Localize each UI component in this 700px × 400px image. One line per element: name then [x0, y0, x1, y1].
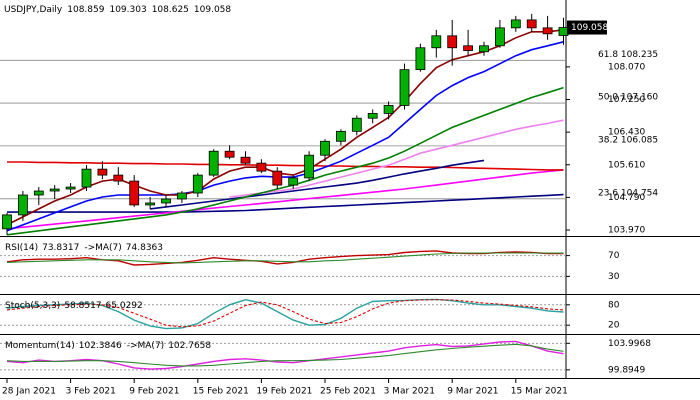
candle-body — [415, 47, 426, 71]
indicator-line — [229, 119, 564, 198]
candle-body — [129, 180, 140, 206]
x-tick-label: 19 Feb 2021 — [256, 387, 312, 397]
candle-body — [65, 186, 76, 190]
fibonacci-label: 23.6 104.754 — [598, 188, 658, 198]
candle-body — [240, 156, 251, 164]
ohlc-value: 108.625 — [152, 5, 189, 15]
indicator-line — [6, 169, 564, 230]
y-tick-label: 104.790 — [608, 193, 645, 203]
ohlc-value: 109.303 — [109, 5, 146, 15]
y-tick-label: 103.9968 — [608, 339, 651, 349]
candle-body — [351, 117, 362, 132]
candle-body — [447, 35, 458, 49]
indicator-line — [7, 193, 564, 213]
x-tick-label: 15 Mar 2021 — [511, 387, 568, 397]
y-tick-label: 105.610 — [608, 160, 645, 170]
indicator-line — [6, 343, 564, 367]
indicator-name: ->MA(7) — [127, 341, 164, 351]
x-tick-label: 28 Jan 2021 — [2, 387, 56, 397]
y-tick-label: 80 — [608, 300, 620, 310]
candle-body — [33, 190, 44, 196]
indicator-header: RSI(14) 73.8317 ->MA(7) 74.8363 — [5, 243, 163, 253]
y-tick-label: 107.250 — [608, 95, 645, 105]
candle-body — [479, 45, 489, 53]
indicator-line — [150, 159, 485, 210]
candle-body — [494, 27, 505, 47]
candle-body — [256, 162, 267, 172]
candle-body — [192, 174, 203, 194]
candle-body — [431, 35, 442, 49]
candle-body — [145, 202, 156, 206]
candle-body — [272, 170, 283, 186]
candle-body — [542, 27, 553, 35]
x-tick-label: 3 Feb 2021 — [66, 387, 116, 397]
x-tick-label: 9 Feb 2021 — [129, 387, 179, 397]
y-tick-label: 30 — [608, 272, 620, 282]
indicator-line — [6, 41, 564, 232]
candle-body — [113, 174, 124, 182]
candle-body — [383, 105, 394, 114]
y-tick-label: 103.970 — [608, 226, 645, 236]
indicator-value: 65.0292 — [106, 301, 143, 311]
indicator-value: 73.8317 — [42, 243, 79, 253]
indicator-line — [6, 252, 564, 264]
indicator-line — [6, 299, 564, 328]
indicator-name: Momentum(14) — [5, 341, 75, 351]
candle-body — [224, 150, 235, 158]
candle-body — [208, 150, 219, 176]
indicator-name: Stoch(5,3,3) — [5, 301, 60, 311]
candle-body — [304, 154, 315, 179]
symbol-title: USDJPY,Daily — [4, 5, 63, 15]
indicator-name: RSI(14) — [5, 243, 38, 253]
chart-header: USDJPY,Daily 108.859 109.303 108.625 109.058 — [4, 5, 231, 15]
candle-body — [558, 27, 569, 36]
candle-body — [161, 198, 171, 204]
candle-body — [399, 69, 410, 106]
x-tick-label: 3 Mar 2021 — [384, 387, 435, 397]
candle-body — [49, 188, 60, 192]
indicator-value: 58.8517 — [64, 301, 101, 311]
indicator-line — [6, 86, 564, 236]
candle-body — [288, 177, 299, 186]
indicator-line — [7, 161, 564, 171]
fibonacci-label: 50.0 107.160 — [598, 93, 658, 103]
candle-body — [2, 214, 12, 230]
indicator-line — [6, 298, 564, 330]
candle-body — [97, 168, 108, 176]
candle-body — [335, 130, 346, 142]
candle-body — [176, 192, 187, 200]
y-tick-label: 106.430 — [608, 128, 645, 138]
fibonacci-label: 61.8 108.235 — [598, 50, 658, 60]
y-tick-label: 20 — [608, 321, 620, 331]
y-tick-label: 99.8949 — [608, 365, 645, 375]
fibonacci-label: 38.2 106.085 — [598, 135, 658, 145]
candle-body — [81, 168, 92, 188]
indicator-value: 74.8363 — [126, 243, 163, 253]
indicator-header: Stoch(5,3,3) 58.8517 65.0292 — [5, 301, 143, 311]
candle-body — [367, 113, 378, 119]
indicator-name: ->MA(7) — [84, 243, 121, 253]
indicator-line — [6, 29, 564, 226]
indicator-value: 102.7658 — [168, 341, 211, 351]
price-marker — [567, 20, 607, 35]
ohlc-value: 108.859 — [67, 5, 104, 15]
price-marker-label: 109.058 — [571, 23, 608, 33]
candle-body — [526, 19, 537, 29]
indicator-value: 102.3846 — [79, 341, 122, 351]
x-tick-label: 15 Feb 2021 — [193, 387, 249, 397]
x-tick-label: 25 Feb 2021 — [320, 387, 376, 397]
indicator-header: Momentum(14) 102.3846 ->MA(7) 102.7658 — [5, 341, 211, 351]
candle-body — [17, 194, 28, 216]
y-tick-label: 108.070 — [608, 62, 645, 72]
candle-body — [463, 45, 474, 51]
candle-body — [320, 140, 330, 156]
candle-body — [510, 19, 521, 29]
ohlc-value: 109.058 — [194, 5, 231, 15]
y-tick-label: 70 — [608, 251, 620, 261]
x-tick-label: 9 Mar 2021 — [447, 387, 498, 397]
